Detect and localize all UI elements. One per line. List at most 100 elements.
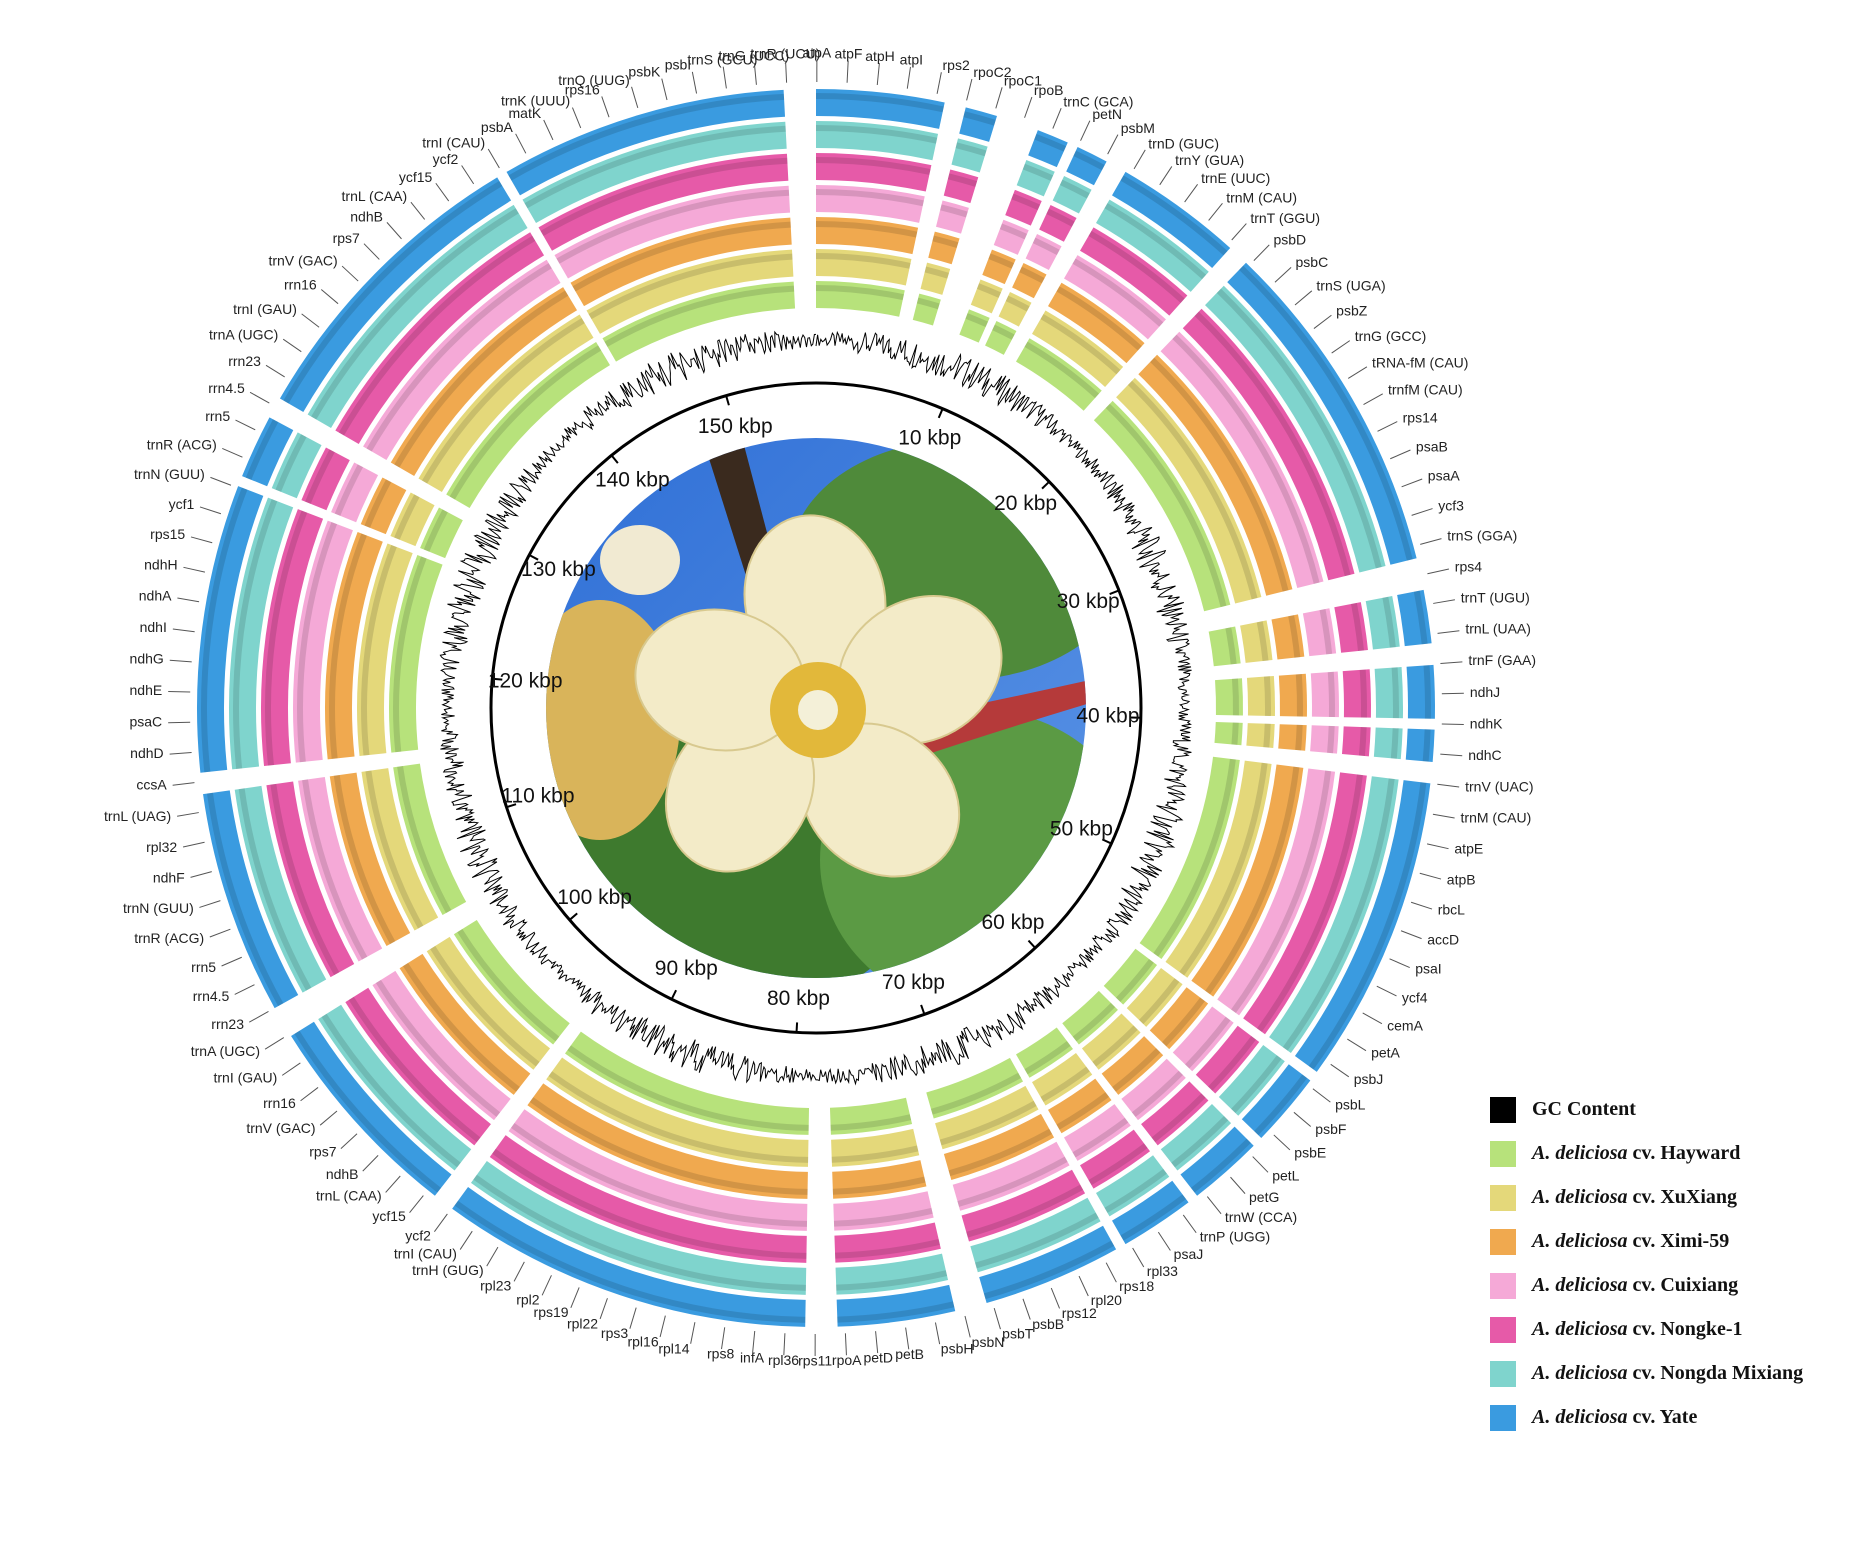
gene-band [1096,1155,1170,1217]
gene-band [1032,1053,1093,1106]
axis-tick-label: 70 kbp [882,971,945,994]
gene-band-stripe [1254,1074,1308,1136]
gene-leader [209,928,231,938]
gene-band-stripe [816,157,931,175]
gene-band [816,89,945,129]
gene-leader [752,1330,756,1353]
gene-band [1246,723,1275,749]
gene-leader [221,956,242,967]
gene-leader [1078,1275,1089,1297]
gene-band [301,447,350,511]
gene-leader [235,419,256,431]
gene-label: trnS (UGA) [1316,278,1385,294]
legend-swatch [1490,1141,1516,1167]
legend-label: A. deliciosa cv. Nongda Mixiang [1530,1362,1803,1384]
gene-band-stripe [835,1239,940,1259]
gene-band [912,293,941,326]
gene-label: trnM (CAU) [1226,189,1297,205]
gene-leader [1441,692,1464,695]
gene-label: trnL (CAA) [316,1188,382,1204]
gene-leader [1400,930,1422,940]
gene-band [1141,1081,1209,1146]
gene-band-stripe [1359,669,1367,718]
gene-band-stripe [1295,724,1303,751]
gene-leader [1107,134,1119,155]
gene-leader [341,265,359,282]
gene-band-stripe [837,1301,955,1323]
axis-tick [1109,589,1120,595]
gene-label: trnY (GUA) [1175,152,1244,168]
gene-band [1149,987,1209,1050]
gene-band-stripe [932,235,959,249]
gene-band [985,321,1017,355]
axis-tick-label: 30 kbp [1057,590,1120,613]
gene-band [935,200,969,234]
gene-band [470,1161,807,1295]
gene-band [1191,764,1304,997]
gene-leader [177,597,200,603]
gene-label: trnK (UUU) [501,93,570,109]
gene-label: psbT [1002,1326,1034,1342]
gene-leader [1363,393,1383,405]
gene-band [1405,728,1435,762]
gene-band-stripe [403,962,520,1092]
gene-band [1016,1027,1073,1078]
gene-leader [435,182,450,202]
gene-leader [722,66,727,89]
gene-band-stripe [1256,621,1269,662]
gene-band [197,486,264,773]
axis-tick-label: 130 kbp [521,558,596,581]
gene-band-stripe [1288,615,1301,658]
legend-swatch [1490,1405,1516,1431]
gene-band [1341,726,1371,757]
gene-band-stripe [393,556,427,753]
flower-photo [546,438,1086,978]
gene-leader [1347,1038,1367,1052]
gene-band [959,309,990,343]
gene-label: atpA [802,45,831,61]
gene-band [1039,204,1077,242]
gene-band [829,1097,913,1135]
gene-label: trnL (UAG) [104,808,171,824]
gene-band [1112,1180,1189,1245]
gene-band-stripe [816,93,944,113]
gene-leader [1330,1063,1350,1078]
gene-band [522,121,787,224]
gene-band [1016,338,1102,411]
gene-leader [1420,538,1442,545]
gene-band [935,1085,1039,1150]
gene-leader [182,841,205,848]
gene-label: psaI [1415,961,1441,977]
legend-cultivar: cv. XuXiang [1628,1186,1737,1208]
gene-band-stripe [948,1128,1053,1177]
gene-label: psbH [941,1341,974,1357]
gene-band-stripe [1231,722,1239,745]
gene-band-stripe [988,253,1015,269]
gene-band-stripe [947,173,978,187]
gene-label: rps2 [943,57,970,73]
gene-band [1116,377,1262,604]
gene-band [831,1128,920,1167]
gene-leader [409,1195,424,1213]
gene-band [586,249,794,334]
gene-band-stripe [206,792,284,1007]
gene-band-stripe [1072,258,1164,327]
gene-band-stripe [1391,667,1399,719]
gene-label: psbZ [1336,302,1368,318]
gene-band-stripe [1104,203,1207,280]
gene-leader [459,1230,473,1250]
gene-band-stripe [924,266,950,279]
gene-leader [1441,723,1464,726]
gene-band-stripe [833,1207,933,1227]
gene-band-stripe [329,533,367,759]
gene-label: rps7 [309,1143,336,1159]
axis-tick [795,1022,799,1033]
gene-band-stripe [1024,1041,1071,1075]
gene-band-stripe [1112,1048,1161,1092]
gene-leader [319,1110,338,1126]
gene-label: rrn16 [263,1095,296,1111]
gene-band [1048,282,1145,364]
gene-band-stripe [1059,179,1090,199]
gene-leader [249,1011,269,1023]
